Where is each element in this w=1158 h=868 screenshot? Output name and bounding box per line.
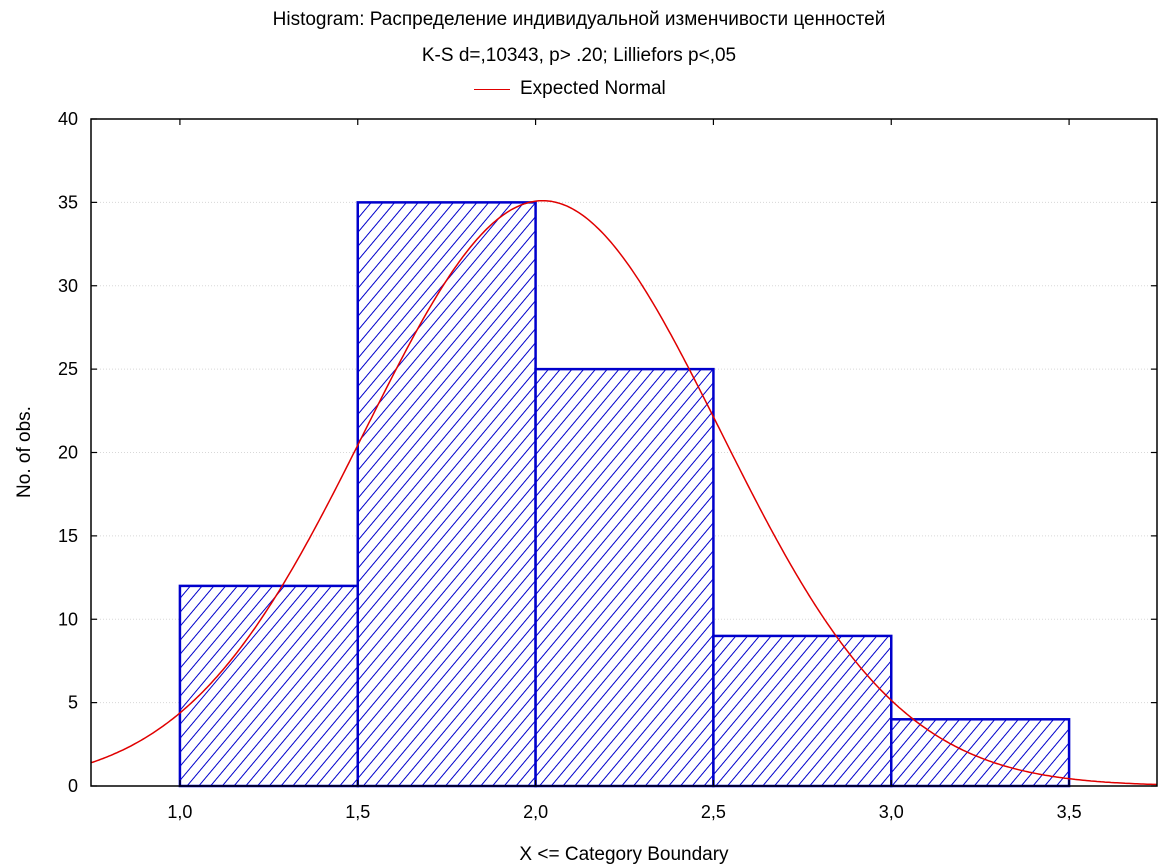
x-tick-label: 3,5 xyxy=(1057,802,1082,822)
y-tick-label: 5 xyxy=(68,693,78,713)
x-tick-label: 1,0 xyxy=(167,802,192,822)
x-tick-label: 3,0 xyxy=(879,802,904,822)
y-tick-label: 40 xyxy=(58,109,78,129)
axes: 0 5 10 15 20 25 30 35 40 1,0 1,5 2,0 2,5 3,0 3,5 xyxy=(58,109,1158,822)
y-tick-label: 25 xyxy=(58,359,78,379)
chart-subtitle: K-S d=,10343, p> .20; Lilliefors p<,05 xyxy=(421,45,737,66)
y-tick-label: 15 xyxy=(58,526,78,546)
x-axis-label: X <= Category Boundary xyxy=(519,844,729,865)
histogram-bar xyxy=(890,718,1071,788)
chart-title: Histogram: Распределение индивидуальной … xyxy=(272,9,886,30)
y-tick-label: 20 xyxy=(58,443,78,463)
legend-line-swatch xyxy=(474,88,510,90)
expected-normal-curve xyxy=(91,199,1158,786)
histogram-bar xyxy=(534,367,715,788)
y-axis-label: No. of obs. xyxy=(14,406,35,498)
histogram-bar xyxy=(178,584,359,788)
histogram-bar xyxy=(356,201,537,788)
legend: Expected Normal xyxy=(474,77,666,101)
histogram-bars xyxy=(178,201,1071,788)
x-tick-label: 2,0 xyxy=(523,802,548,822)
y-tick-label: 0 xyxy=(68,776,78,796)
x-tick-label: 2,5 xyxy=(701,802,726,822)
legend-label: Expected Normal xyxy=(520,78,666,99)
expected-normal-line xyxy=(91,199,1158,786)
histogram-bar xyxy=(712,634,893,788)
y-tick-label: 30 xyxy=(58,276,78,296)
x-tick-label: 1,5 xyxy=(345,802,370,822)
y-tick-label: 10 xyxy=(58,609,78,629)
y-tick-label: 35 xyxy=(58,192,78,212)
